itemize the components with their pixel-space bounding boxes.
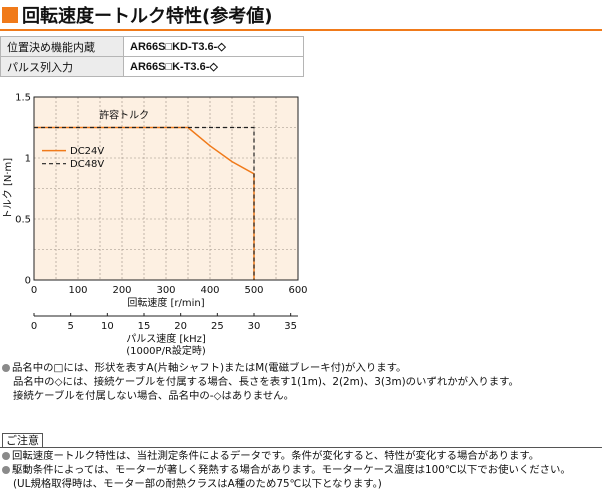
caution-line: 駆動条件によっては、モーターが著しく発熱する場合があります。モーターケース温度は… [2,463,602,477]
x-tick-label: 600 [288,285,307,296]
secondary-x-axis-label: パルス速度 [kHz] [126,332,206,345]
allowable-torque-annotation: 許容トルク [99,109,149,122]
y-tick-label: 0 [25,276,31,287]
speed-torque-chart: 0 100 200 300 400 500 600 0 0.5 1 1.5 0 5 10 15 20 25 3… [2,93,308,358]
title-marker-icon [2,7,18,23]
page-title: 回転速度ートルク特性(参考値) [22,6,273,27]
note-line: 品名中の□には、形状を表すA(片軸シャフト)またはM(電磁ブレーキ付)が入ります… [2,361,602,375]
spec-model: AR66S□KD-T3.6-◇ [123,36,304,57]
y-tick-label: 1 [25,154,31,165]
secondary-tick-label: 15 [138,321,151,332]
x-tick-label: 300 [156,285,175,296]
legend-label-dc24v: DC24V [70,146,104,157]
spec-table: 位置決め機能内蔵 AR66S□KD-T3.6-◇ パルス列入力 AR66S□K-… [0,36,304,77]
bullet-icon [2,466,10,474]
note-text: 品名中の□には、形状を表すA(片軸シャフト)またはM(電磁ブレーキ付)が入ります… [12,362,407,374]
spec-label: パルス列入力 [0,56,124,77]
product-notes: 品名中の□には、形状を表すA(片軸シャフト)またはM(電磁ブレーキ付)が入ります… [2,361,602,403]
caution-text: 駆動条件によっては、モーターが著しく発熱する場合があります。モーターケース温度は… [12,464,571,476]
y-tick-label: 0.5 [15,215,31,226]
x-axis-ticks: 0 100 200 300 400 500 600 [31,285,308,296]
x-tick-label: 500 [244,285,263,296]
x-tick-label: 100 [68,285,87,296]
secondary-x-axis: 0 5 10 15 20 25 30 35 [31,313,298,332]
y-tick-label: 1.5 [15,93,31,104]
note-text: 品名中の◇には、接続ケーブルを付属する場合、長さを表す1(1m)、2(2m)、3… [13,376,519,388]
y-axis-ticks: 0 0.5 1 1.5 [15,93,31,287]
caution-line: (UL規格取得時は、モーター部の耐熱クラスはA種のため75℃以下となります。) [2,477,602,491]
secondary-tick-label: 35 [284,321,297,332]
secondary-tick-label: 30 [248,321,261,332]
secondary-tick-label: 0 [31,321,37,332]
bullet-icon [2,452,10,460]
spec-model: AR66S□K-T3.6-◇ [123,56,304,77]
caution-text: (UL規格取得時は、モーター部の耐熱クラスはA種のため75℃以下となります。) [13,478,382,490]
note-text: 接続ケーブルを付属しない場合、品名中の-◇はありません。 [13,390,294,402]
title-underline [0,29,602,31]
series-line-dc48v [34,126,255,280]
secondary-x-axis-sublabel: (1000P/R設定時) [126,344,206,357]
caution-heading: ご注意 [2,433,43,447]
x-tick-label: 200 [112,285,131,296]
table-row: 位置決め機能内蔵 AR66S□KD-T3.6-◇ [0,36,304,57]
bullet-icon [2,364,10,372]
secondary-tick-label: 20 [174,321,187,332]
spec-label: 位置決め機能内蔵 [0,36,124,57]
note-line: 品名中の◇には、接続ケーブルを付属する場合、長さを表す1(1m)、2(2m)、3… [2,375,602,389]
table-row: パルス列入力 AR66S□K-T3.6-◇ [0,56,304,77]
y-axis-label: トルク [N·m] [2,158,14,219]
caution-notes: 回転速度ートルク特性は、当社測定条件によるデータです。条件が変化すると、特性が変… [2,449,602,491]
chart-legend: DC24V DC48V [42,146,104,170]
x-tick-label: 0 [31,285,37,296]
x-axis-label: 回転速度 [r/min] [127,296,204,309]
page-title-row: 回転速度ートルク特性(参考値) [2,3,272,27]
caution-text: 回転速度ートルク特性は、当社測定条件によるデータです。条件が変化すると、特性が変… [12,450,540,462]
caution-line: 回転速度ートルク特性は、当社測定条件によるデータです。条件が変化すると、特性が変… [2,449,602,463]
secondary-tick-label: 5 [67,321,73,332]
plot-frame [33,96,299,281]
note-line: 接続ケーブルを付属しない場合、品名中の-◇はありません。 [2,389,602,403]
x-tick-label: 400 [200,285,219,296]
series-layer [34,126,255,280]
caution-divider [0,447,602,448]
secondary-tick-label: 25 [211,321,224,332]
secondary-tick-label: 10 [101,321,114,332]
legend-label-dc48v: DC48V [70,159,104,170]
